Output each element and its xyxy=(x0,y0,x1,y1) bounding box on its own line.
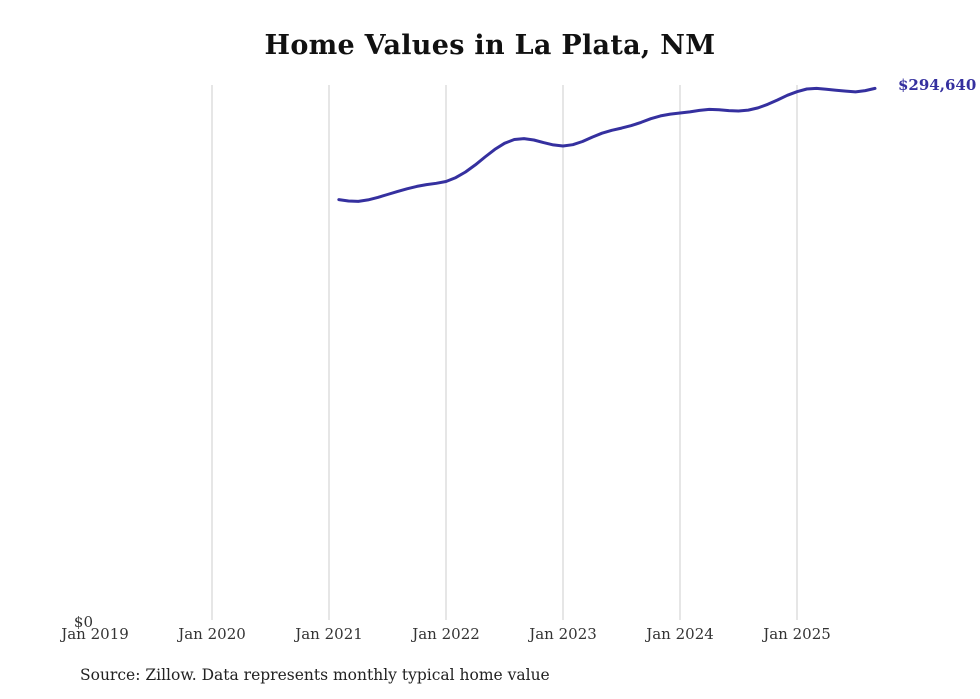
x-tick-label: Jan 2019 xyxy=(61,625,129,643)
chart-title: Home Values in La Plata, NM xyxy=(264,30,716,61)
home-value-line xyxy=(337,86,877,203)
x-tick-label: Jan 2025 xyxy=(763,625,831,643)
end-value-label: $294,640 xyxy=(898,76,977,94)
x-tick-label: Jan 2020 xyxy=(178,625,246,643)
x-tick-label: Jan 2021 xyxy=(295,625,363,643)
source-note: Source: Zillow. Data represents monthly … xyxy=(80,666,550,684)
y-axis-tick-zero: $0 xyxy=(73,613,93,631)
x-tick-label: Jan 2022 xyxy=(412,625,480,643)
x-tick-label: Jan 2023 xyxy=(529,625,597,643)
x-tick-label: Jan 2024 xyxy=(646,625,714,643)
